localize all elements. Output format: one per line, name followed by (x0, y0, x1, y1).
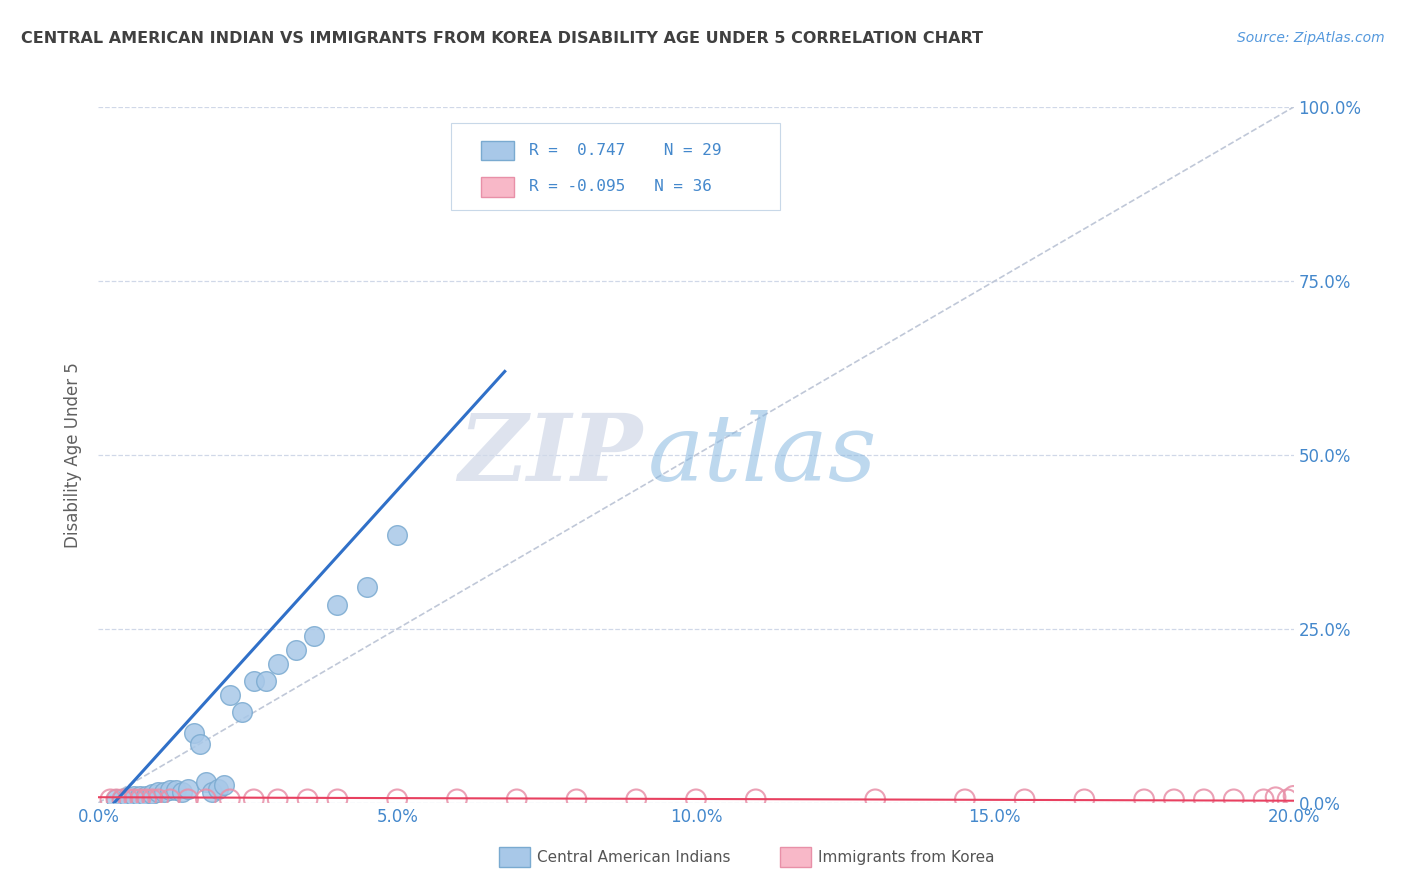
FancyBboxPatch shape (451, 123, 780, 210)
Point (129, 792, 152, 806)
Point (105, 792, 128, 806)
Point (172, 785, 194, 799)
Point (326, 792, 349, 806)
Point (953, 792, 976, 806)
Point (565, 792, 588, 806)
Point (326, 598, 349, 612)
Point (1223, 792, 1246, 806)
Point (135, 792, 157, 806)
Point (506, 792, 529, 806)
Point (111, 792, 134, 806)
Point (148, 785, 170, 799)
Point (385, 792, 409, 806)
Point (183, 726, 205, 740)
Point (1073, 792, 1095, 806)
Point (302, 629, 325, 643)
Point (219, 792, 242, 806)
Point (105, 792, 128, 806)
Point (1163, 792, 1185, 806)
Point (188, 737, 211, 751)
Point (446, 792, 468, 806)
Point (1264, 790, 1286, 805)
Point (159, 783, 181, 797)
Point (153, 785, 176, 799)
Point (1014, 792, 1036, 806)
Point (124, 789, 146, 803)
Point (1192, 792, 1215, 806)
Point (284, 642, 307, 657)
Point (159, 792, 181, 806)
Point (231, 706, 253, 720)
Point (124, 792, 146, 806)
Point (356, 580, 378, 594)
Y-axis label: Disability Age Under 5: Disability Age Under 5 (65, 362, 83, 548)
Point (141, 792, 163, 806)
Point (243, 792, 266, 806)
Text: Immigrants from Korea: Immigrants from Korea (818, 850, 995, 864)
Bar (481, 178, 515, 197)
Text: R = -0.095   N = 36: R = -0.095 N = 36 (529, 179, 711, 194)
Point (1282, 789, 1305, 803)
Point (195, 775, 218, 789)
Text: Source: ZipAtlas.com: Source: ZipAtlas.com (1237, 31, 1385, 45)
Text: ZIP: ZIP (458, 410, 643, 500)
Point (385, 528, 409, 542)
Point (1133, 792, 1156, 806)
Point (297, 792, 319, 806)
Point (267, 792, 290, 806)
Text: atlas: atlas (648, 410, 877, 500)
Text: Central American Indians: Central American Indians (537, 850, 731, 864)
Point (98, 792, 122, 806)
Point (165, 783, 187, 797)
Point (219, 688, 242, 702)
Point (117, 790, 139, 805)
Point (148, 792, 170, 806)
Point (111, 792, 134, 806)
Point (129, 789, 152, 803)
Point (243, 674, 266, 689)
Point (177, 781, 200, 796)
Point (201, 785, 224, 799)
Text: CENTRAL AMERICAN INDIAN VS IMMIGRANTS FROM KOREA DISABILITY AGE UNDER 5 CORRELAT: CENTRAL AMERICAN INDIAN VS IMMIGRANTS FR… (21, 31, 983, 46)
Point (195, 792, 218, 806)
Point (177, 792, 200, 806)
Point (135, 789, 157, 803)
Text: R =  0.747    N = 29: R = 0.747 N = 29 (529, 143, 721, 158)
Point (626, 792, 648, 806)
Point (865, 792, 887, 806)
Point (685, 792, 707, 806)
Point (254, 674, 277, 689)
Point (1277, 792, 1299, 806)
Point (141, 788, 163, 802)
Point (117, 792, 139, 806)
Point (1253, 792, 1275, 806)
Point (207, 781, 229, 796)
Point (212, 778, 235, 793)
Point (745, 792, 768, 806)
Bar (481, 141, 515, 161)
Point (267, 657, 290, 671)
